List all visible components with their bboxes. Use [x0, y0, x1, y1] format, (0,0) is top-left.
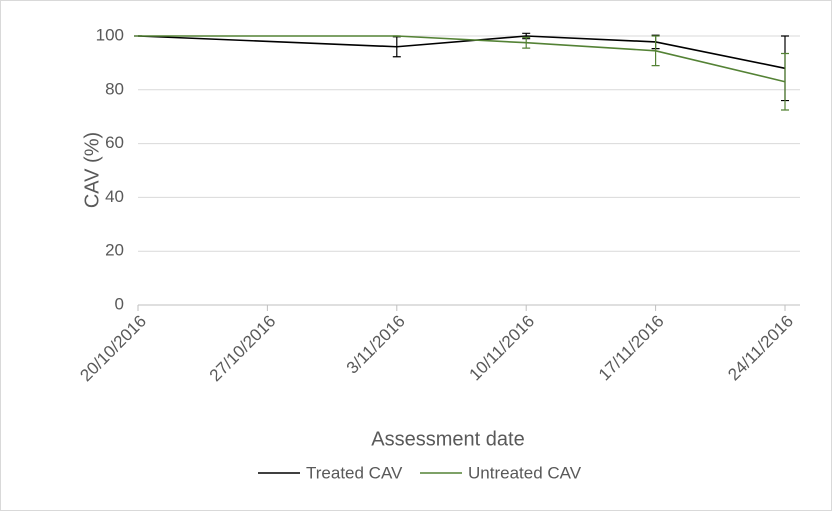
error-bar	[781, 52, 789, 111]
legend-label: Treated CAV	[306, 463, 403, 482]
x-axis-label: Assessment date	[371, 428, 524, 450]
legend-label: Untreated CAV	[468, 463, 582, 482]
y-tick-label: 100	[96, 25, 124, 44]
y-tick-label: 60	[105, 133, 124, 152]
error-bar	[522, 36, 531, 49]
y-axis-label: CAV (%)	[81, 132, 103, 208]
error-bar	[651, 35, 660, 67]
y-tick-label: 20	[105, 241, 124, 260]
y-tick-label: 80	[105, 79, 124, 98]
y-tick-label: 0	[115, 294, 124, 313]
y-tick-label: 40	[105, 187, 124, 206]
